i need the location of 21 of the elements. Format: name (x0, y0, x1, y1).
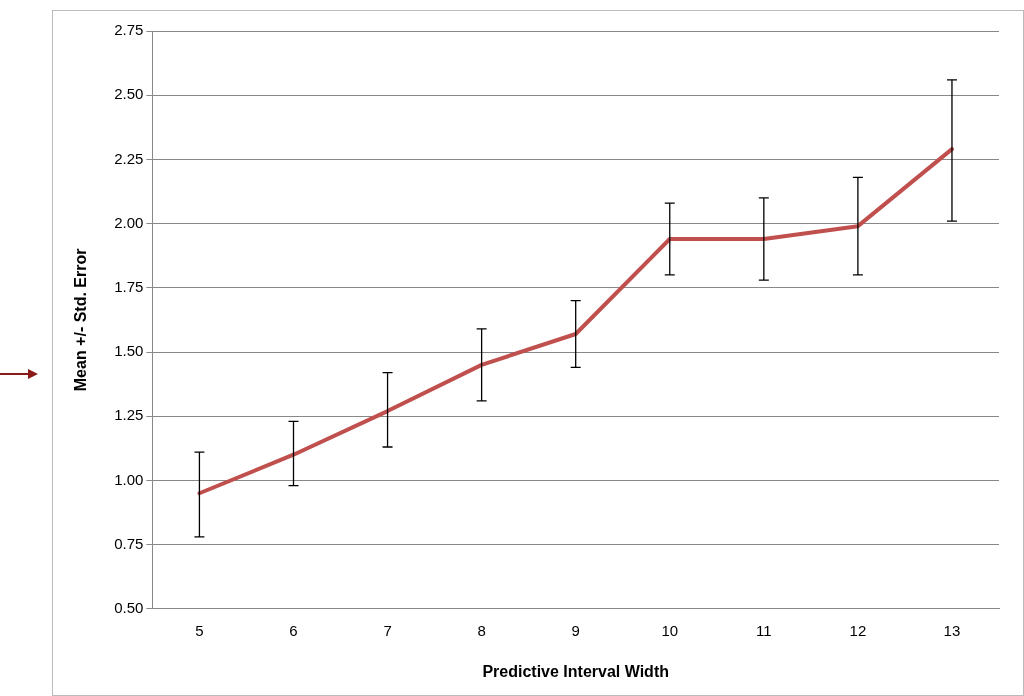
y-tick-label: 1.75 (114, 277, 144, 295)
x-axis-title: Predictive Interval Width (482, 662, 669, 680)
y-tick-label: 0.75 (114, 534, 144, 552)
x-tick-label: 5 (195, 621, 204, 639)
y-tick-label: 1.50 (114, 342, 144, 360)
x-tick-label: 6 (289, 621, 298, 639)
y-tick-label: 1.25 (114, 406, 144, 424)
x-tick-label: 9 (571, 621, 580, 639)
y-tick-label: 0.50 (114, 598, 144, 616)
y-tick-label: 2.25 (114, 149, 144, 167)
x-tick-label: 7 (383, 621, 392, 639)
y-axis-title: Mean +/- Std. Error (72, 248, 90, 392)
x-tick-label: 13 (943, 621, 961, 639)
x-tick-label: 8 (477, 621, 486, 639)
y-tick-label: 2.75 (114, 21, 144, 39)
y-tick-label: 1.00 (114, 470, 144, 488)
x-tick-label: 12 (849, 621, 867, 639)
x-tick-label: 11 (756, 621, 772, 639)
y-tick-label: 2.50 (114, 85, 144, 103)
y-tick-label: 2.00 (114, 213, 144, 231)
x-tick-label: 10 (661, 621, 679, 639)
